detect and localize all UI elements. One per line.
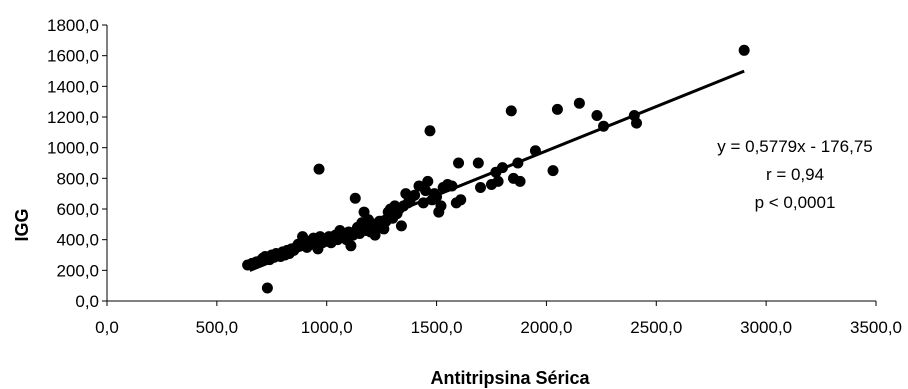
data-point xyxy=(591,109,603,121)
y-tick-label: 1400,0 xyxy=(47,77,99,96)
x-axis-tick-labels: 0,0 500,0 1000,0 1500,0 2000,0 2500,0 3000,0 35… xyxy=(95,318,902,337)
data-point xyxy=(349,192,361,204)
x-axis-title: Antitripsina Sérica xyxy=(430,368,590,388)
data-point xyxy=(395,220,407,232)
data-point xyxy=(453,157,465,169)
data-point xyxy=(455,194,467,206)
y-axis-title: IGG xyxy=(12,208,32,241)
y-tick-label: 1800,0 xyxy=(47,16,99,35)
y-axis-tick-labels: 0,0 200,0 400,0 600,0 800,0 1000,0 1200,0 1400,… xyxy=(47,16,99,311)
y-tick-label: 1600,0 xyxy=(47,47,99,66)
trendline-group xyxy=(249,69,745,272)
data-point xyxy=(435,200,447,212)
p-value: p < 0,0001 xyxy=(755,193,836,212)
y-tick-label: 200,0 xyxy=(56,261,99,280)
data-point xyxy=(424,125,436,137)
x-tick-label: 500,0 xyxy=(196,318,239,337)
data-point xyxy=(551,103,563,115)
data-point xyxy=(472,157,484,169)
x-tick-label: 2500,0 xyxy=(630,318,682,337)
data-point xyxy=(261,282,273,294)
data-point xyxy=(631,117,643,129)
data-point xyxy=(573,97,585,109)
data-point xyxy=(420,185,432,197)
data-points xyxy=(242,44,750,294)
y-tick-label: 1000,0 xyxy=(47,139,99,158)
x-tick-label: 3000,0 xyxy=(740,318,792,337)
data-point xyxy=(738,44,750,56)
x-tick-label: 1500,0 xyxy=(411,318,463,337)
data-point xyxy=(505,105,517,117)
y-tick-label: 400,0 xyxy=(56,231,99,250)
data-point xyxy=(475,182,487,194)
data-point xyxy=(422,175,434,187)
x-tick-label: 2000,0 xyxy=(520,318,572,337)
data-point xyxy=(313,163,325,175)
y-tick-label: 800,0 xyxy=(56,169,99,188)
regression-equation: y = 0,5779x - 176,75 xyxy=(717,137,872,156)
data-point xyxy=(409,189,421,201)
x-tick-label: 3500,0 xyxy=(850,318,902,337)
x-tick-label: 0,0 xyxy=(95,318,119,337)
y-tick-label: 1200,0 xyxy=(47,108,99,127)
x-tick-label: 1000,0 xyxy=(301,318,353,337)
y-tick-label: 0,0 xyxy=(75,292,99,311)
data-point xyxy=(492,175,504,187)
correlation-coefficient: r = 0,94 xyxy=(766,165,824,184)
data-point xyxy=(547,165,559,177)
data-point xyxy=(514,175,526,187)
y-tick-label: 600,0 xyxy=(56,200,99,219)
trendline xyxy=(249,69,745,272)
axes xyxy=(102,24,877,306)
data-point xyxy=(345,240,357,252)
